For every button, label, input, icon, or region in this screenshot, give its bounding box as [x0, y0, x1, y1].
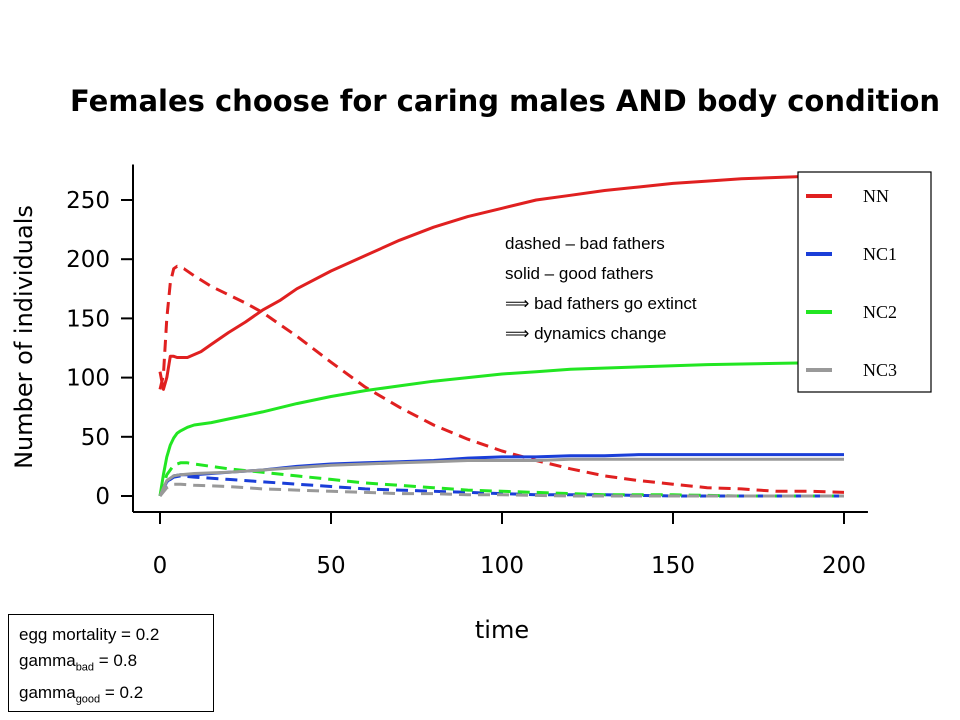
annotations: dashed – bad fathers solid – good fathers…: [505, 234, 697, 343]
x-tick-label: 100: [480, 553, 524, 579]
parameter-box: egg mortality = 0.2 gammabad = 0.8 gamma…: [8, 614, 214, 712]
legend: NN NC1 NC2 NC3: [797, 171, 932, 393]
legend-label: NC2: [863, 302, 897, 322]
param-egg-mortality: egg mortality = 0.2: [19, 625, 160, 644]
legend-label: NN: [863, 186, 889, 206]
axes: 0 50 100 150 200 0 50 100 150 200 250 time Number of…: [10, 164, 868, 644]
y-tick-label: 50: [81, 425, 110, 451]
y-tick-label: 200: [66, 247, 110, 273]
y-tick-label: 100: [66, 366, 110, 392]
series-nc1-dashed: [158, 474, 844, 498]
x-tick-label: 150: [651, 553, 695, 579]
annotation-line: ⟹ bad fathers go extinct: [505, 294, 697, 313]
legend-label: NC3: [863, 360, 897, 380]
chart-title: Females choose for caring males AND body…: [70, 84, 940, 118]
series-nc3-dashed: [158, 482, 844, 498]
series-nn-solid: [158, 174, 844, 391]
y-tick-label: 150: [66, 306, 110, 332]
x-axis-label: time: [475, 616, 529, 644]
annotation-line: solid – good fathers: [505, 264, 653, 283]
x-tick-label: 0: [153, 553, 168, 579]
series-nc2-dashed: [158, 461, 844, 498]
y-tick-label: 250: [66, 188, 110, 214]
x-tick-label: 200: [822, 553, 866, 579]
annotation-line: ⟹ dynamics change: [505, 324, 666, 343]
x-tick-label: 50: [316, 553, 345, 579]
legend-label: NC1: [863, 244, 897, 264]
legend-box: [797, 171, 932, 393]
series-nc2-solid: [158, 360, 845, 497]
annotation-line: dashed – bad fathers: [505, 234, 665, 253]
series-nc3-solid: [158, 457, 844, 497]
param-gamma-good: gammagood = 0.2: [19, 683, 144, 706]
y-axis-label: Number of individuals: [10, 205, 38, 469]
param-gamma-bad: gammabad = 0.8: [19, 651, 138, 674]
y-tick-label: 0: [95, 484, 110, 510]
series-nn-dashed: [158, 264, 845, 494]
series-layer: [158, 174, 845, 498]
